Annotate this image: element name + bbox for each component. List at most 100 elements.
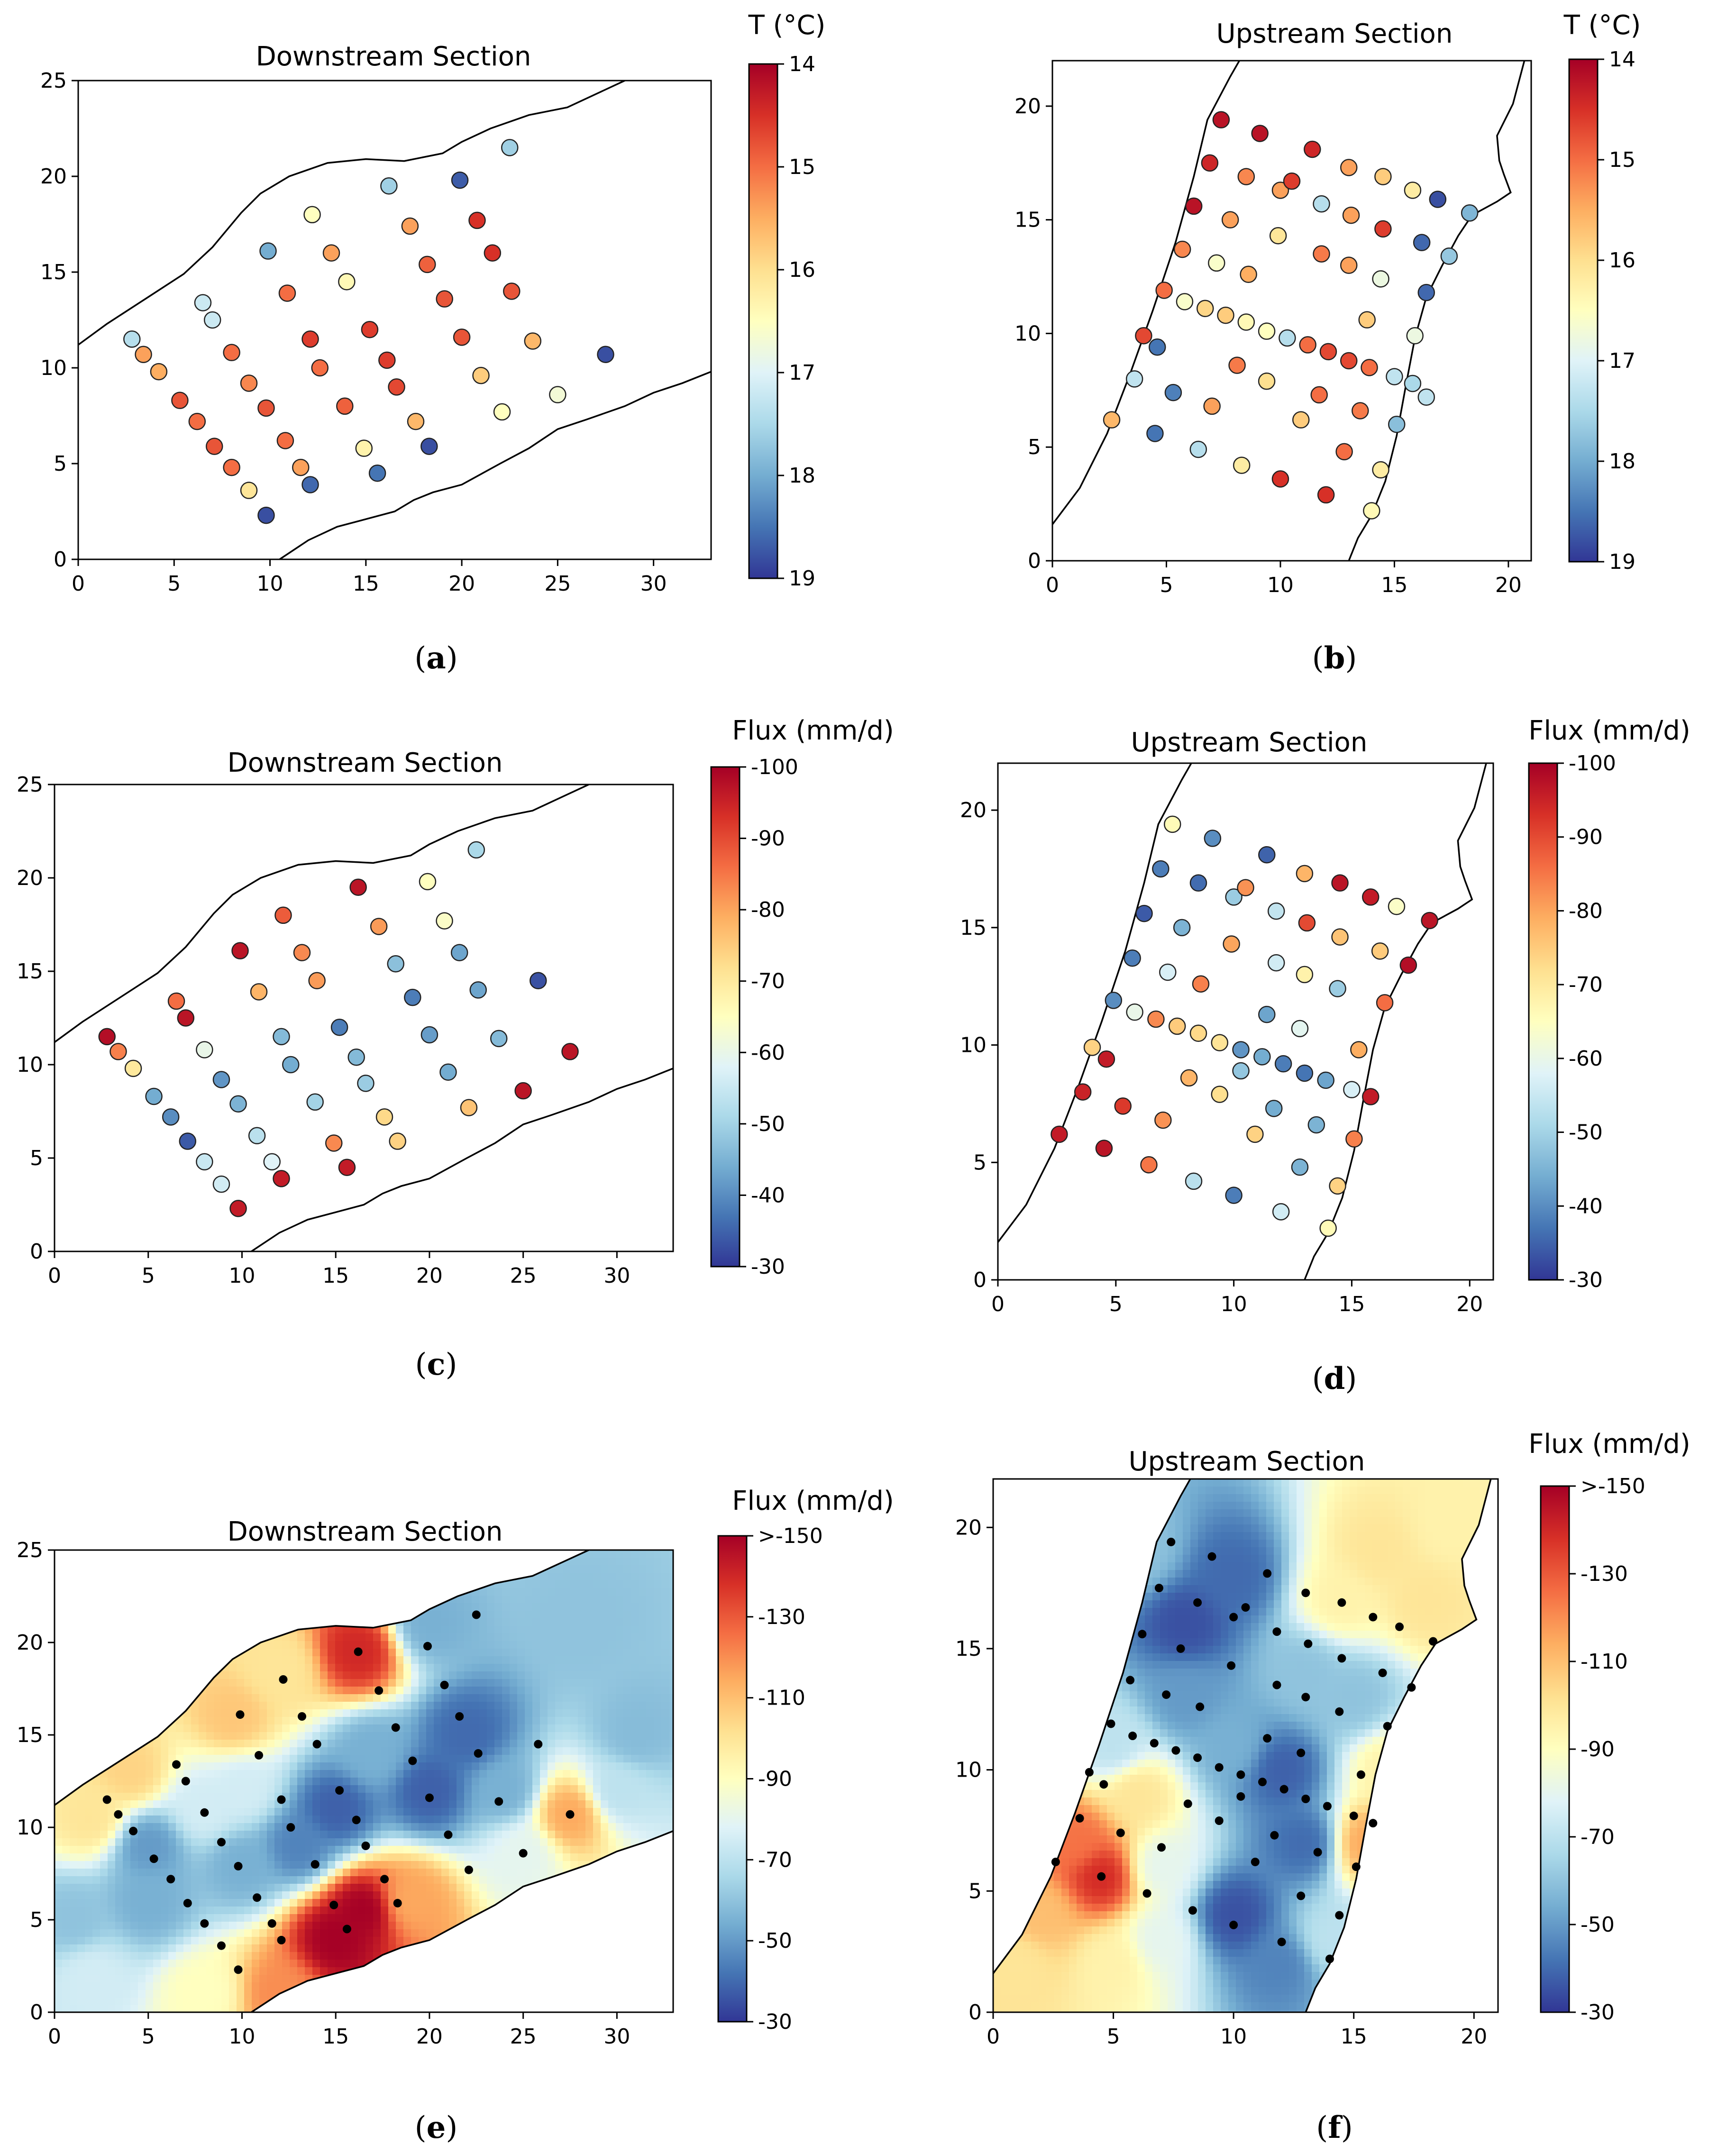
- data-point: [1388, 897, 1406, 915]
- y-tick-label: 15: [17, 1723, 43, 1747]
- data-point: [1221, 211, 1239, 228]
- data-point: [229, 1095, 247, 1113]
- data-point: [1095, 1140, 1113, 1157]
- data-point: [1135, 327, 1152, 345]
- channel-boundary-right: [1304, 763, 1487, 1280]
- data-point: [407, 412, 425, 430]
- data-point: [179, 1132, 197, 1150]
- sensor-point: [1369, 1613, 1378, 1622]
- data-point: [212, 1175, 230, 1193]
- colorbar-tick-label: -110: [758, 1686, 805, 1710]
- sensor-point: [1138, 1630, 1147, 1639]
- sensor-point: [391, 1723, 400, 1732]
- data-point: [1152, 860, 1170, 878]
- data-point: [240, 482, 258, 499]
- x-tick-label: 10: [228, 2025, 255, 2049]
- sensor-point: [234, 1965, 243, 1974]
- sensor-point: [1272, 1680, 1281, 1689]
- data-point: [1103, 411, 1121, 429]
- data-point: [1372, 461, 1389, 479]
- sensor-point: [1154, 1584, 1163, 1593]
- sensor-point: [298, 1712, 306, 1721]
- sensor-point: [1215, 1763, 1224, 1772]
- data-point: [1267, 954, 1285, 972]
- x-tick-label: 5: [167, 572, 181, 596]
- sensor-point: [1356, 1770, 1365, 1779]
- y-tick-label: 15: [17, 959, 43, 984]
- x-tick-label: 10: [1267, 573, 1294, 597]
- colorbar-tick-label: -80: [751, 898, 785, 922]
- data-point: [1140, 1156, 1158, 1174]
- x-tick-label: 5: [142, 1264, 155, 1288]
- data-point: [1331, 874, 1349, 892]
- x-tick-label: 15: [1341, 2025, 1367, 2049]
- sensor-point: [1193, 1598, 1202, 1607]
- y-tick-label: 25: [40, 69, 67, 93]
- sensor-point: [1301, 1795, 1310, 1803]
- sensor-point: [1176, 1644, 1185, 1653]
- data-point: [1317, 486, 1335, 504]
- y-tick-label: 10: [960, 1033, 987, 1058]
- x-tick-label: 0: [1046, 573, 1059, 597]
- data-point: [1168, 1017, 1186, 1035]
- data-point: [1361, 888, 1380, 906]
- data-point: [524, 332, 542, 350]
- x-tick-label: 20: [448, 572, 475, 596]
- y-tick-label: 20: [1014, 94, 1041, 119]
- x-tick-label: 0: [48, 1264, 61, 1288]
- panel-e-flux-map-downstream: Downstream Section Flux (mm/d) (e) 0 5 10 1…: [17, 1486, 894, 2144]
- sensor-point: [1337, 1654, 1346, 1663]
- sensor-point: [1183, 1799, 1192, 1808]
- sensor-point: [494, 1797, 503, 1806]
- colorbar-tick-label: >-150: [1581, 1474, 1645, 1498]
- data-point: [361, 320, 379, 338]
- data-point: [1319, 1219, 1337, 1237]
- sensor-point: [375, 1686, 384, 1695]
- data-point: [1417, 388, 1435, 406]
- data-point: [503, 283, 521, 300]
- data-point: [1225, 1186, 1243, 1204]
- data-point: [1372, 270, 1389, 288]
- data-point: [387, 955, 404, 973]
- sensor-point: [440, 1680, 449, 1689]
- data-point: [1237, 168, 1255, 185]
- data-point: [311, 359, 329, 377]
- channel-boundary-right: [1348, 61, 1526, 561]
- data-point: [1232, 1062, 1250, 1080]
- sensor-point: [311, 1860, 320, 1869]
- data-point: [1251, 125, 1269, 142]
- colorbar-tick-label: 16: [789, 258, 815, 282]
- data-point: [1388, 416, 1406, 433]
- data-point: [1148, 338, 1166, 356]
- data-point: [1159, 963, 1177, 981]
- data-point: [1279, 329, 1296, 347]
- data-point: [1296, 865, 1314, 883]
- colorbar: [748, 63, 778, 579]
- colorbar-tick-label: -90: [1569, 825, 1603, 849]
- data-point: [273, 1028, 290, 1046]
- data-point: [1271, 182, 1289, 199]
- panel-title: Downstream Section: [228, 1516, 503, 1547]
- x-tick-label: 10: [228, 1264, 255, 1288]
- colorbar-tick-label: -30: [1569, 1268, 1603, 1292]
- colorbar-tick-label: -90: [1581, 1737, 1615, 1761]
- sensor-point: [1229, 1920, 1238, 1929]
- data-point: [1097, 1050, 1115, 1068]
- x-tick-label: 20: [1461, 2025, 1487, 2049]
- colorbar-title: T (°C): [1563, 10, 1641, 41]
- data-point: [248, 1127, 266, 1144]
- data-point: [145, 1087, 163, 1105]
- channel-boundary-lower: [279, 371, 711, 559]
- sensor-point: [1193, 1753, 1202, 1762]
- sensor-point: [1279, 1785, 1288, 1794]
- data-point: [1274, 1055, 1292, 1073]
- data-point: [1211, 1034, 1229, 1051]
- data-point: [263, 1153, 281, 1171]
- data-point: [472, 366, 490, 384]
- y-tick-label: 15: [40, 260, 67, 284]
- axes-frame: [997, 762, 1494, 1281]
- sensor-point: [1263, 1569, 1272, 1578]
- data-point: [1146, 425, 1164, 442]
- sensor-point: [352, 1816, 361, 1825]
- data-point: [1319, 343, 1337, 361]
